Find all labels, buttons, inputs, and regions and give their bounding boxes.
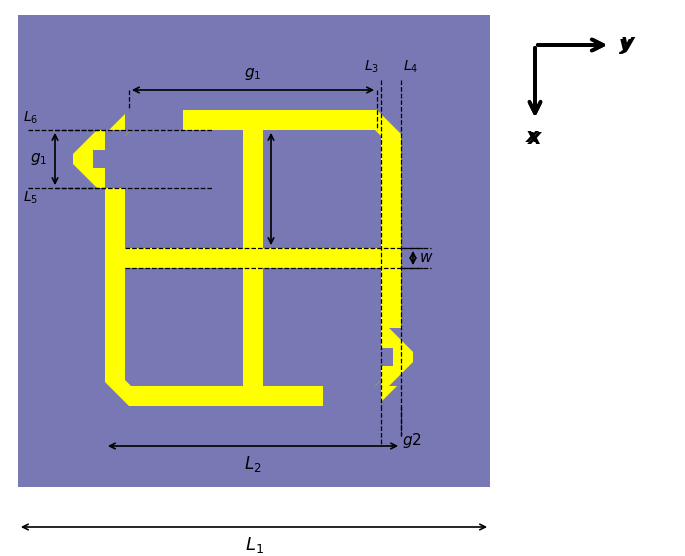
Bar (73, 150, 93, 168)
Text: $\boldsymbol{y}$: $\boldsymbol{y}$ (618, 37, 634, 57)
Bar (105, 130, 125, 188)
Text: $L_3$: $L_3$ (364, 58, 379, 75)
Text: $L_5$: $L_5$ (23, 190, 38, 206)
Text: $w$: $w$ (419, 251, 434, 266)
Text: $L_2$: $L_2$ (245, 454, 262, 474)
Text: $g_1$: $g_1$ (245, 66, 262, 82)
Bar (125, 248, 381, 268)
Polygon shape (389, 328, 413, 352)
Text: $g2$: $g2$ (402, 431, 422, 450)
Bar (18, 15, 490, 487)
Polygon shape (389, 362, 413, 386)
Text: $\boldsymbol{x}$: $\boldsymbol{x}$ (525, 127, 541, 146)
Polygon shape (125, 130, 381, 386)
Text: $g_1$: $g_1$ (29, 151, 47, 167)
Text: $r1$: $r1$ (279, 186, 295, 202)
Polygon shape (125, 130, 131, 136)
Bar (125, 110, 183, 130)
Polygon shape (105, 110, 401, 406)
Bar (323, 386, 381, 406)
Polygon shape (375, 380, 381, 386)
Polygon shape (73, 164, 97, 188)
Bar (73, 130, 105, 150)
Text: $\boldsymbol{y}$: $\boldsymbol{y}$ (620, 35, 636, 55)
Text: $L_1$: $L_1$ (245, 535, 264, 555)
Bar (243, 130, 263, 386)
Polygon shape (73, 130, 97, 154)
Text: $\boldsymbol{x}$: $\boldsymbol{x}$ (527, 128, 543, 148)
Bar (381, 328, 413, 348)
Bar (381, 328, 401, 386)
Text: $L_6$: $L_6$ (23, 110, 38, 126)
Bar (381, 366, 413, 386)
Bar (393, 348, 413, 366)
Bar (73, 168, 105, 188)
Text: $L_4$: $L_4$ (403, 58, 419, 75)
